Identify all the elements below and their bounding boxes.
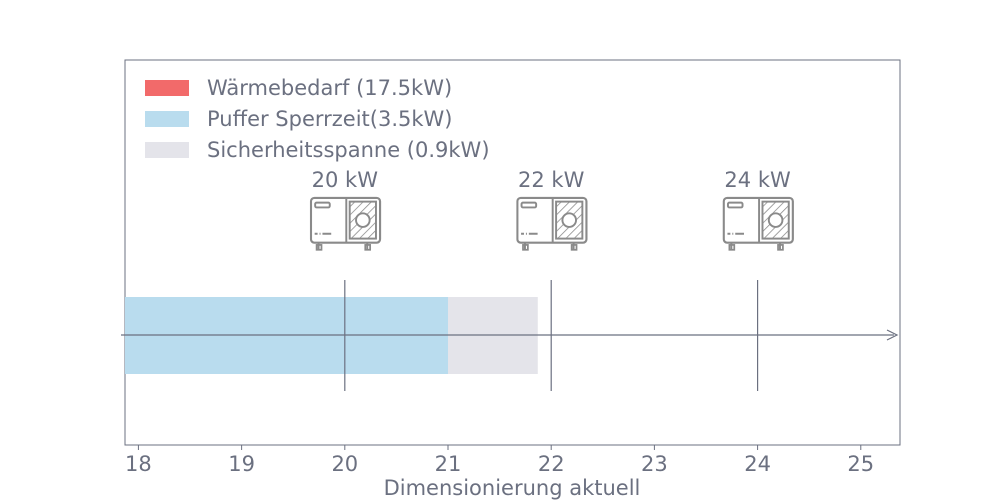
marker-label-22: 22 kW [518,168,585,192]
legend-swatch-puffer-sperrzeit-3-5kw [145,111,189,127]
x-axis: 18 19 20 21 22 23 24 25 [125,445,874,476]
x-axis-label: Dimensionierung aktuell [384,476,641,500]
legend: Wärmebedarf (17.5kW) Puffer Sperrzeit(3.5… [145,76,490,162]
arrow-head-icon [886,329,899,341]
marker-label-20: 20 kW [312,168,379,192]
heat-pump-icon [516,196,588,251]
x-tick-label-23: 23 [641,452,668,476]
bar-w-rmebedarf-17-5kw [0,297,87,374]
legend-label-w-rmebedarf-17-5kw: Wärmebedarf (17.5kW) [207,76,452,100]
legend-label-puffer-sperrzeit-3-5kw: Puffer Sperrzeit(3.5kW) [207,107,453,131]
x-tick-label-25: 25 [847,452,874,476]
x-tick-label-20: 20 [331,452,358,476]
heat-pump-icon [722,196,794,251]
x-tick-label-22: 22 [538,452,565,476]
x-tick-label-21: 21 [435,452,462,476]
x-tick-label-18: 18 [125,452,152,476]
x-tick-label-24: 24 [744,452,771,476]
legend-swatch-w-rmebedarf-17-5kw [145,80,189,96]
marker-label-24: 24 kW [724,168,791,192]
heat-pump-icon [309,196,382,251]
legend-swatch-sicherheitsspanne-0-9kw [145,142,189,158]
x-tick-label-19: 19 [228,452,255,476]
plot-frame [124,59,901,446]
heat-pump-icons: 20 kW 22 kW 24 kW [309,168,794,251]
legend-label-sicherheitsspanne-0-9kw: Sicherheitsspanne (0.9kW) [207,138,490,162]
axis-arrow [121,329,899,341]
